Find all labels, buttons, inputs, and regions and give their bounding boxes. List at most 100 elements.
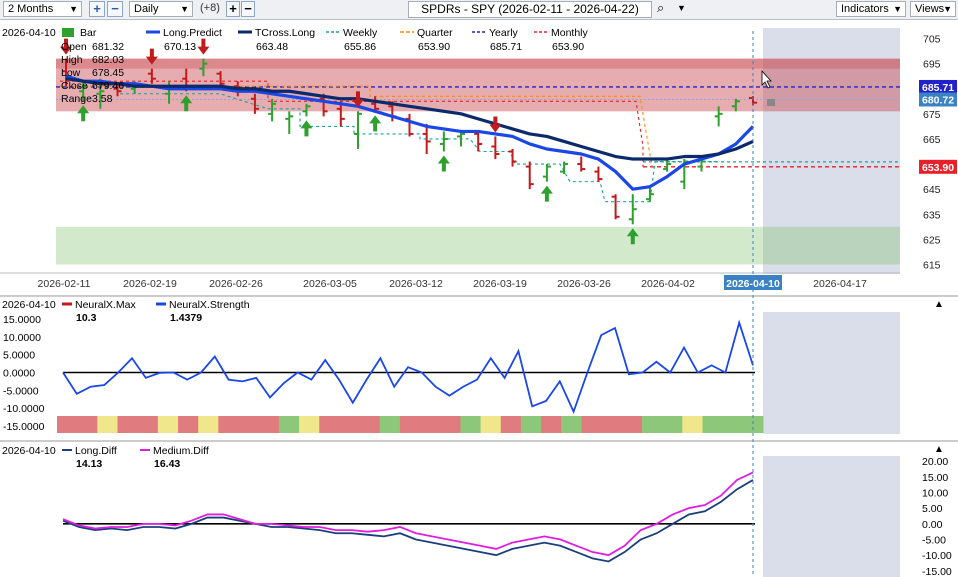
- period-select[interactable]: 2 Months ▼: [3, 1, 82, 17]
- signal-cell: [137, 416, 159, 433]
- signal-cell: [359, 416, 381, 433]
- ohlc-label: Low: [61, 67, 81, 79]
- y-tick-label: 615: [923, 259, 941, 271]
- signal-cell: [379, 416, 401, 433]
- signal-cell: [57, 416, 78, 433]
- symbol-title[interactable]: SPDRs - SPY (2026-02-11 - 2026-04-22): [408, 1, 652, 18]
- legend-name: Quarter: [417, 27, 453, 39]
- y-tick-label: -5.0000: [3, 385, 39, 397]
- signal-cell: [218, 416, 240, 433]
- signal-cell: [278, 416, 300, 433]
- interval-select[interactable]: Daily ▼: [129, 1, 193, 17]
- signal-cell: [561, 416, 582, 433]
- mouse-cursor-icon: [761, 69, 772, 89]
- signal-cell: [541, 416, 562, 433]
- zoom-out-button[interactable]: −: [107, 1, 123, 17]
- y-tick-label: -15.00: [922, 566, 952, 577]
- date-label: 2026-04-10: [2, 27, 56, 39]
- legend-name: Long.Predict: [163, 27, 222, 39]
- y-tick-label: 5.00: [922, 503, 943, 515]
- price-tag: [919, 159, 957, 174]
- y-tick-label: 15.0000: [3, 314, 41, 326]
- band-support: [56, 226, 900, 265]
- up-arrow-icon: [300, 120, 313, 137]
- signal-cell: [621, 416, 643, 433]
- band-resistance-top: [56, 58, 900, 69]
- up-arrow-icon: [77, 105, 90, 122]
- minus-icon: −: [111, 1, 119, 16]
- bar-legend-title: Bar: [80, 27, 97, 39]
- signal-cell: [117, 416, 139, 433]
- legend-name: Monthly: [551, 27, 589, 39]
- y-tick-label: 665: [923, 134, 941, 146]
- series-medium-diff: [62, 471, 754, 557]
- ohlc-label: Range: [61, 93, 92, 105]
- legend-name: Weekly: [343, 27, 378, 39]
- legend-name: Yearly: [489, 27, 519, 39]
- up-arrow-icon: [626, 228, 639, 245]
- series-long-diff: [62, 479, 754, 563]
- symbol-title-text: SPDRs - SPY (2026-02-11 - 2026-04-22): [421, 2, 639, 16]
- series-long-predict: [65, 74, 755, 191]
- up-arrow-icon: [540, 185, 553, 202]
- y-tick-label: 10.00: [922, 487, 948, 499]
- ohlc-value: 682.03: [92, 54, 124, 66]
- signal-cell: [178, 416, 199, 433]
- price-tag: [919, 92, 957, 107]
- down-arrow-icon: [197, 38, 210, 55]
- chart-area[interactable]: 6156256356456556656756856957052026-02-11…: [0, 20, 958, 577]
- search-icon[interactable]: ⌕: [657, 0, 665, 15]
- y-tick-label: 645: [923, 184, 941, 196]
- signal-cell: [742, 416, 764, 433]
- y-tick-label: -5.00: [922, 535, 946, 547]
- x-tick-label: 2026-02-11: [38, 278, 91, 290]
- legend-name: Medium.Diff: [153, 445, 209, 457]
- zoom-in-button[interactable]: +: [89, 1, 105, 17]
- bar-legend-swatch: [62, 28, 74, 37]
- chevron-down-icon: ▼: [69, 4, 78, 14]
- signal-cell: [702, 416, 724, 433]
- interval-value: Daily: [134, 3, 159, 15]
- ohlc-value: 678.45: [92, 67, 124, 79]
- price-tag-label: 680.72: [922, 94, 954, 106]
- y-tick-label: -15.0000: [3, 421, 45, 433]
- views-menu[interactable]: Views ▼: [910, 1, 956, 17]
- signal-cell: [581, 416, 603, 433]
- y-tick-label: 20.00: [922, 456, 948, 468]
- future-zone: [763, 28, 900, 274]
- historic-level-1: [60, 85, 653, 167]
- x-tick-label: 2026-02-26: [209, 278, 263, 290]
- down-arrow-icon: [351, 91, 364, 108]
- signal-cell: [157, 416, 179, 433]
- indicators-menu[interactable]: Indicators ▼: [836, 1, 906, 17]
- future-zone: [763, 456, 900, 577]
- down-arrow-icon: [60, 38, 72, 55]
- signal-cell: [520, 416, 542, 433]
- legend-value: 653.90: [418, 41, 450, 53]
- ohlc-value: 3.58: [92, 93, 113, 105]
- y-tick-label: 5.0000: [3, 350, 35, 362]
- up-arrow-icon: [369, 115, 382, 132]
- views-label: Views: [915, 3, 945, 15]
- remove-offset-button[interactable]: −: [241, 1, 255, 17]
- signal-cell: [601, 416, 623, 433]
- legend-value: 663.48: [256, 41, 288, 53]
- up-arrow-icon: [437, 155, 450, 172]
- legend-value: 1.4379: [170, 312, 202, 324]
- add-offset-button[interactable]: +: [226, 1, 240, 17]
- price-tag-label: 653.90: [922, 162, 954, 174]
- signal-cell: [238, 416, 260, 433]
- legend-value: 10.3: [76, 312, 97, 324]
- indicators-label: Indicators: [841, 3, 889, 15]
- series-tcross-long: [65, 77, 754, 161]
- chevron-down-icon: ▼: [893, 4, 902, 14]
- ohlc-value: 681.32: [92, 41, 124, 53]
- x-tick-label: 2026-03-26: [557, 278, 611, 290]
- chevron-down-icon[interactable]: ▼: [677, 3, 686, 13]
- ohlc-label: Close: [61, 80, 88, 92]
- signal-cell: [77, 416, 98, 433]
- chevron-down-icon: ▼: [180, 4, 189, 14]
- signal-cell: [460, 416, 482, 433]
- signal-cell: [420, 416, 441, 433]
- y-tick-label: 675: [923, 109, 941, 121]
